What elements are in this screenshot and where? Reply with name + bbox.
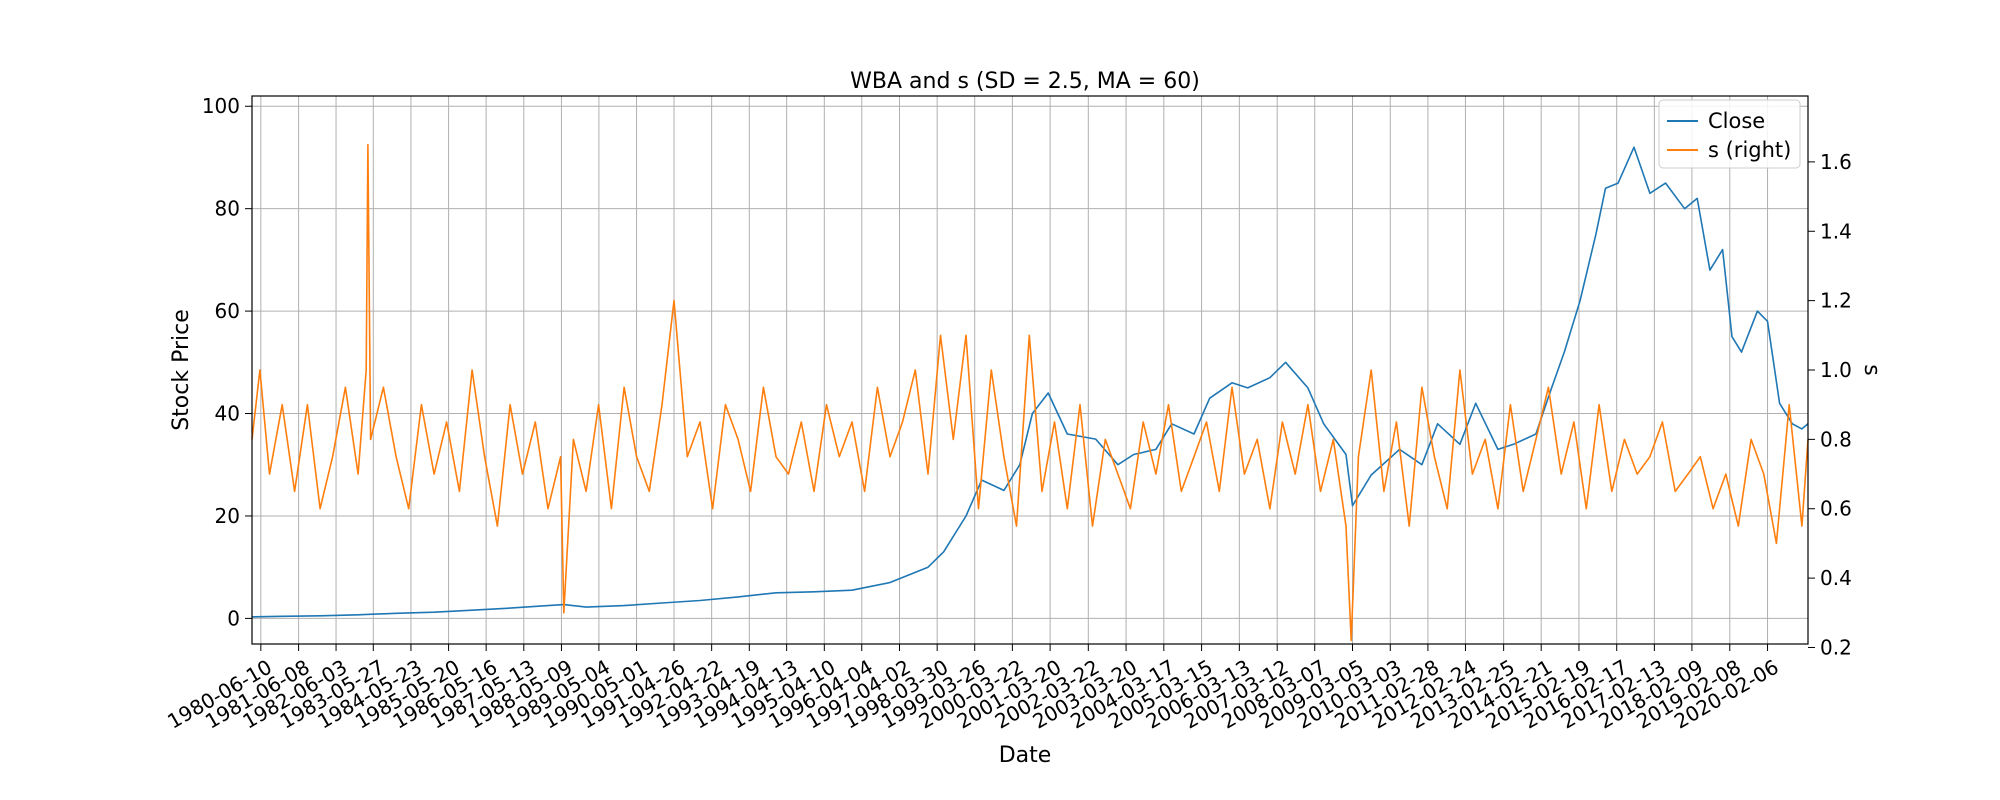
grid-layer — [252, 96, 1808, 644]
legend: Close s (right) — [1658, 99, 1801, 169]
close-series-layer — [251, 146, 1809, 618]
y-tick-label: 40 — [215, 402, 240, 426]
ticks-layer: 1980-06-101981-06-081982-06-031983-05-27… — [163, 94, 1852, 733]
y2-tick-label: 1.0 — [1820, 358, 1852, 382]
y-tick-label: 20 — [215, 504, 240, 528]
x-axis-label: Date — [999, 743, 1052, 768]
y-tick-label: 60 — [215, 299, 240, 323]
y-tick-label: 100 — [202, 94, 240, 118]
y2-tick-label: 0.4 — [1820, 566, 1852, 590]
y2-tick-label: 0.6 — [1820, 497, 1852, 521]
y2-tick-label: 1.2 — [1820, 289, 1852, 313]
y2-tick-label: 1.6 — [1820, 150, 1852, 174]
y-axis-label: Stock Price — [169, 309, 194, 431]
s-series-layer — [251, 143, 1809, 642]
y2-tick-label: 1.4 — [1820, 219, 1852, 243]
y-tick-label: 0 — [227, 606, 240, 630]
series-line-close — [251, 146, 1809, 618]
y-tick-label: 80 — [215, 197, 240, 221]
legend-label-close: Close — [1708, 109, 1765, 133]
y2-tick-label: 0.8 — [1820, 427, 1852, 451]
chart-title: WBA and s (SD = 2.5, MA = 60) — [850, 69, 1200, 94]
series-line-s — [251, 143, 1809, 642]
y2-axis-label: s — [1859, 364, 1884, 375]
y2-tick-label: 0.2 — [1820, 635, 1852, 659]
legend-label-s: s (right) — [1708, 138, 1791, 162]
